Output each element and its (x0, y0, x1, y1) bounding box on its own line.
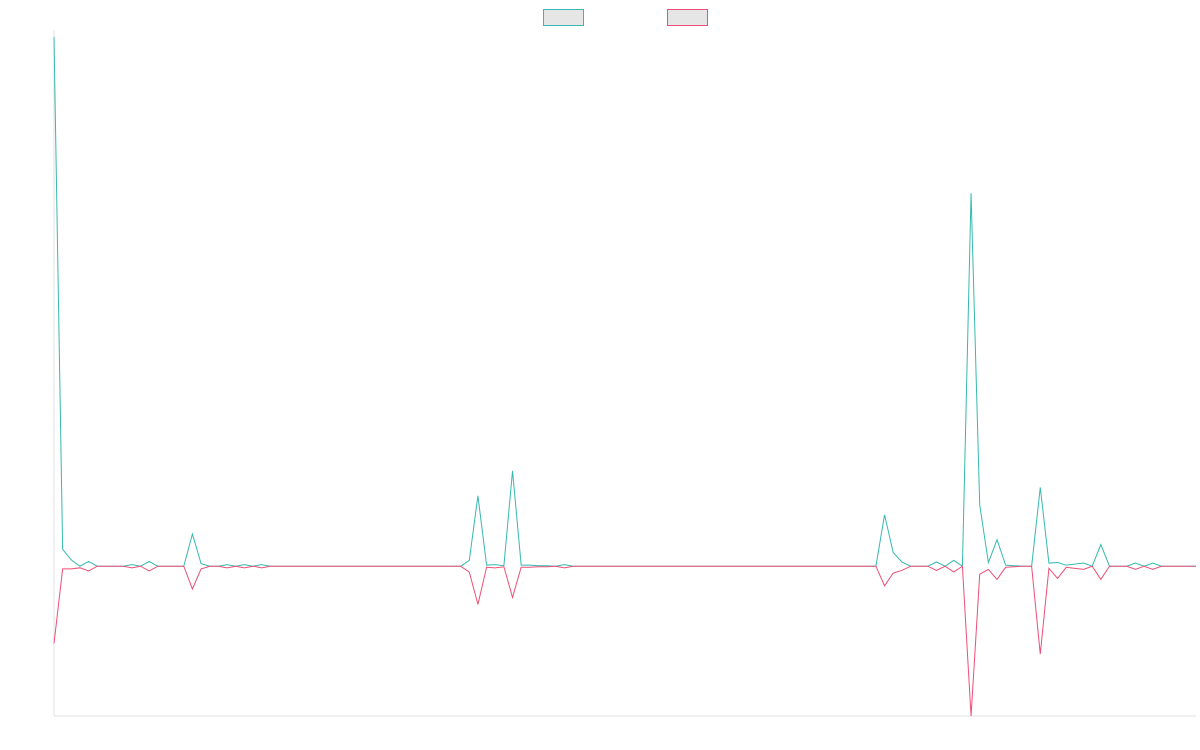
legend-swatch-2[interactable] (667, 9, 708, 26)
chart-axes (53, 30, 1196, 717)
series-line-2 (53, 565, 1196, 717)
series-line-1 (53, 36, 1196, 568)
chart-legend (543, 9, 708, 26)
legend-swatch-1[interactable] (543, 9, 584, 26)
chart-series-group (53, 36, 1196, 717)
